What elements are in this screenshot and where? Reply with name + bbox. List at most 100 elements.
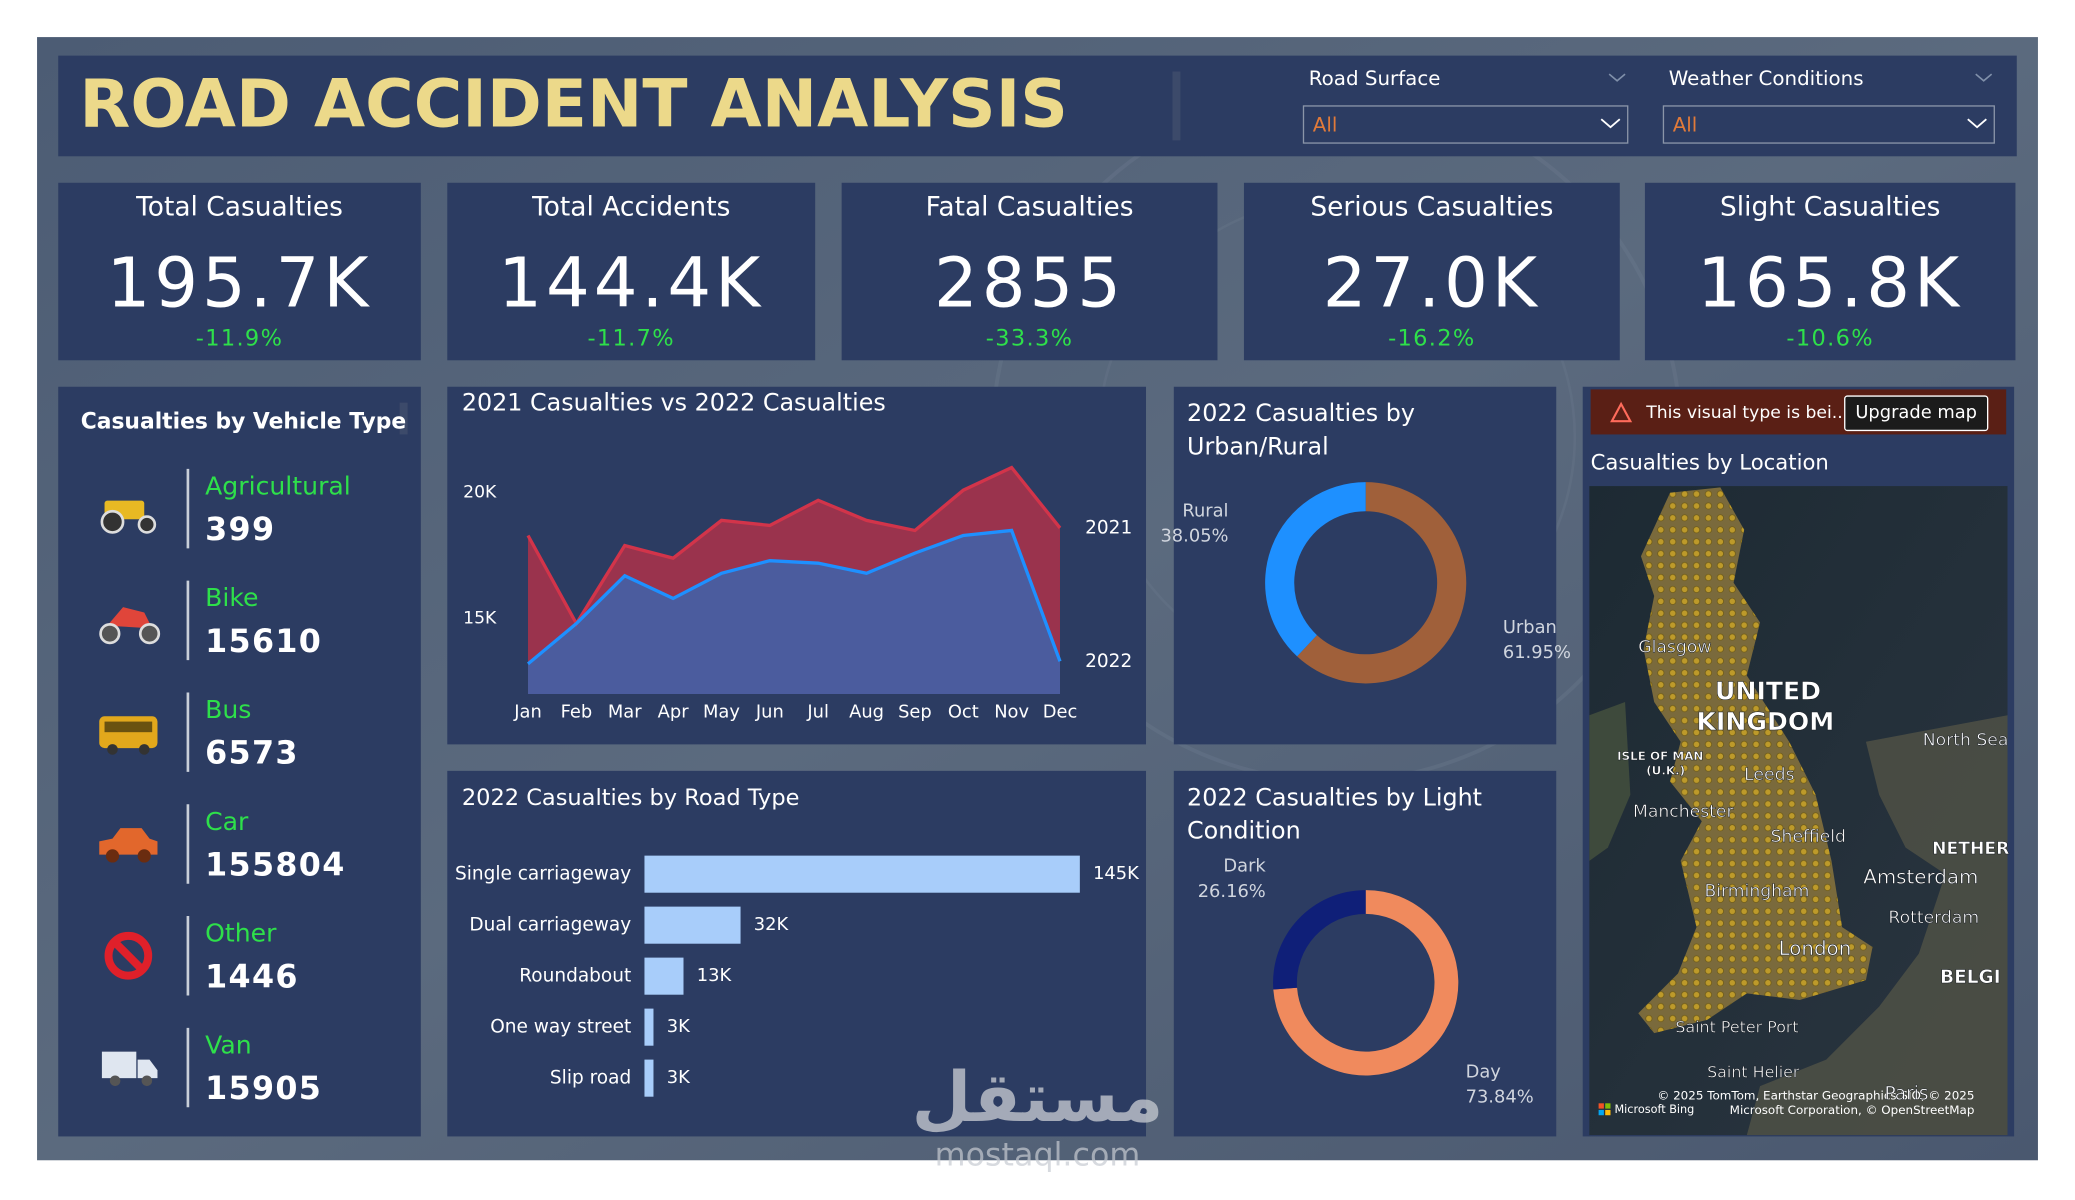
bing-logo [1598,1103,1604,1109]
map-brand: Microsoft Bing [1614,1103,1694,1116]
filter-dropdown[interactable] [1662,105,1995,144]
header-divider [1172,71,1181,141]
panel-title: Casualties by Vehicle Type [81,410,406,435]
map-label: (U.K.) [1646,763,1685,777]
chart-title: 2022 Casualties by Urban/Rural [1187,400,1416,461]
x-tick-label: Jun [755,702,784,723]
kpi-card [1243,182,1620,361]
map-label: Rotterdam [1888,908,1979,928]
vehicle-item: Van 15905 [101,1027,321,1108]
x-tick-label: May [703,702,740,723]
bing-logo [1605,1109,1611,1116]
bar-value-label: 3K [667,1067,691,1088]
kpi-card [447,182,816,361]
map-label: London [1779,937,1852,960]
kpi-value: 144.4K [498,243,764,323]
kpi-title: Slight Casualties [1720,191,1940,222]
bar [644,1059,654,1097]
kpi-card [1644,182,2016,361]
map-label: Sheffield [1771,827,1846,847]
vehicle-icon [141,1075,153,1087]
scrollbar [399,402,408,435]
map-label: Leeds [1744,765,1794,785]
x-tick-label: Apr [658,702,690,723]
filter-chevron [1975,73,1993,82]
bar [644,855,1080,893]
bar-value-label: 32K [754,914,790,935]
vehicle-icon [137,515,157,534]
vehicle-item: Agricultural 399 [100,468,351,549]
map-continent [1746,715,2008,1136]
x-tick-label: Jan [513,702,542,723]
vehicle-value: 155804 [205,847,346,883]
urban-rural-panel [1173,386,1557,745]
x-tick-label: Nov [994,702,1029,723]
map-label: Saint Helier [1707,1062,1800,1081]
vehicle-icon [100,509,125,534]
bar [644,957,684,995]
map-title: Casualties by Location [1591,450,1829,475]
donut-slice [1297,482,1467,684]
bing-logo [1605,1103,1611,1109]
map-label: Glasgow [1638,638,1711,658]
vehicle-item: Bike 15610 [99,580,321,661]
warning-text: This visual type is bei... [1645,403,1848,423]
upgrade-map-button[interactable] [1844,395,1989,432]
kpi-value: 2855 [934,243,1125,323]
bar-value-label: 13K [697,965,733,986]
vehicle-name: Bus [205,695,251,724]
kpi-value: 27.0K [1323,243,1541,323]
vehicle-name: Car [205,807,249,836]
kpi-value: 165.8K [1697,243,1963,323]
filter-chevron [1608,73,1626,82]
map-label: Manchester [1633,802,1734,822]
map-attribution-box: © 2025 TomTom, Earthstar Geographics SIO… [1657,1090,1975,1118]
filter-chevron [1600,118,1621,129]
kpi-title: Total Casualties [135,191,343,222]
kpi-value: 195.7K [107,243,373,323]
map-label: Saint Peter Port [1675,1017,1798,1036]
road-type-panel [447,770,1147,1137]
map-label: UNITED [1715,677,1821,706]
kpi-change: -10.6% [1786,326,1874,352]
series-line [526,465,1062,627]
vehicle-icon [138,744,150,755]
filter-dropdown[interactable] [1302,105,1629,144]
series-label: 2021 [1085,517,1132,538]
kpi-change: -16.2% [1388,326,1476,352]
vehicle-value: 399 [205,512,275,548]
vehicle-icon [105,849,120,863]
map-label: ISLE OF MAN [1617,749,1703,763]
map-label: BELGI [1940,967,2001,988]
bar-value-label: 3K [667,1016,691,1037]
upgrade-map-button-label[interactable]: Upgrade map [1855,402,1977,423]
filter-label: Road Surface [1309,67,1441,90]
map-label: Birmingham [1704,881,1809,901]
chart-title: 2022 Casualties by Light Condition [1187,784,1483,846]
donut-category-label: Day [1466,1061,1502,1082]
map-label: Paris [1884,1084,1928,1105]
map-label: Amsterdam [1863,866,1978,889]
bar [644,906,741,944]
vehicle-icon [104,931,153,980]
bar-value-label: 145K [1093,863,1140,884]
warning-icon [1610,401,1633,423]
kpi-title: Total Accidents [531,191,730,222]
vehicle-icon [99,623,121,645]
donut-category-label: Dark [1223,856,1266,877]
bar-category: Single carriageway [455,864,631,885]
x-tick-label: Dec [1043,702,1078,723]
map-attribution: © 2025 TomTom, Earthstar Geographics SIO… [1657,1090,1975,1118]
vehicle-icon [138,623,161,645]
vehicle-item: Car 155804 [99,804,346,884]
y-tick-label: 15K [463,609,497,629]
donut-category-label: Urban [1503,617,1557,638]
kpi-title: Serious Casualties [1310,191,1553,222]
map-label: North Sea [1923,730,2009,750]
map-ireland [1589,701,1631,861]
bar-category: Slip road [550,1068,631,1089]
vehicle-value: 1446 [205,959,299,995]
bing-logo [1598,1109,1604,1116]
donut-value-label: 61.95% [1503,642,1571,663]
